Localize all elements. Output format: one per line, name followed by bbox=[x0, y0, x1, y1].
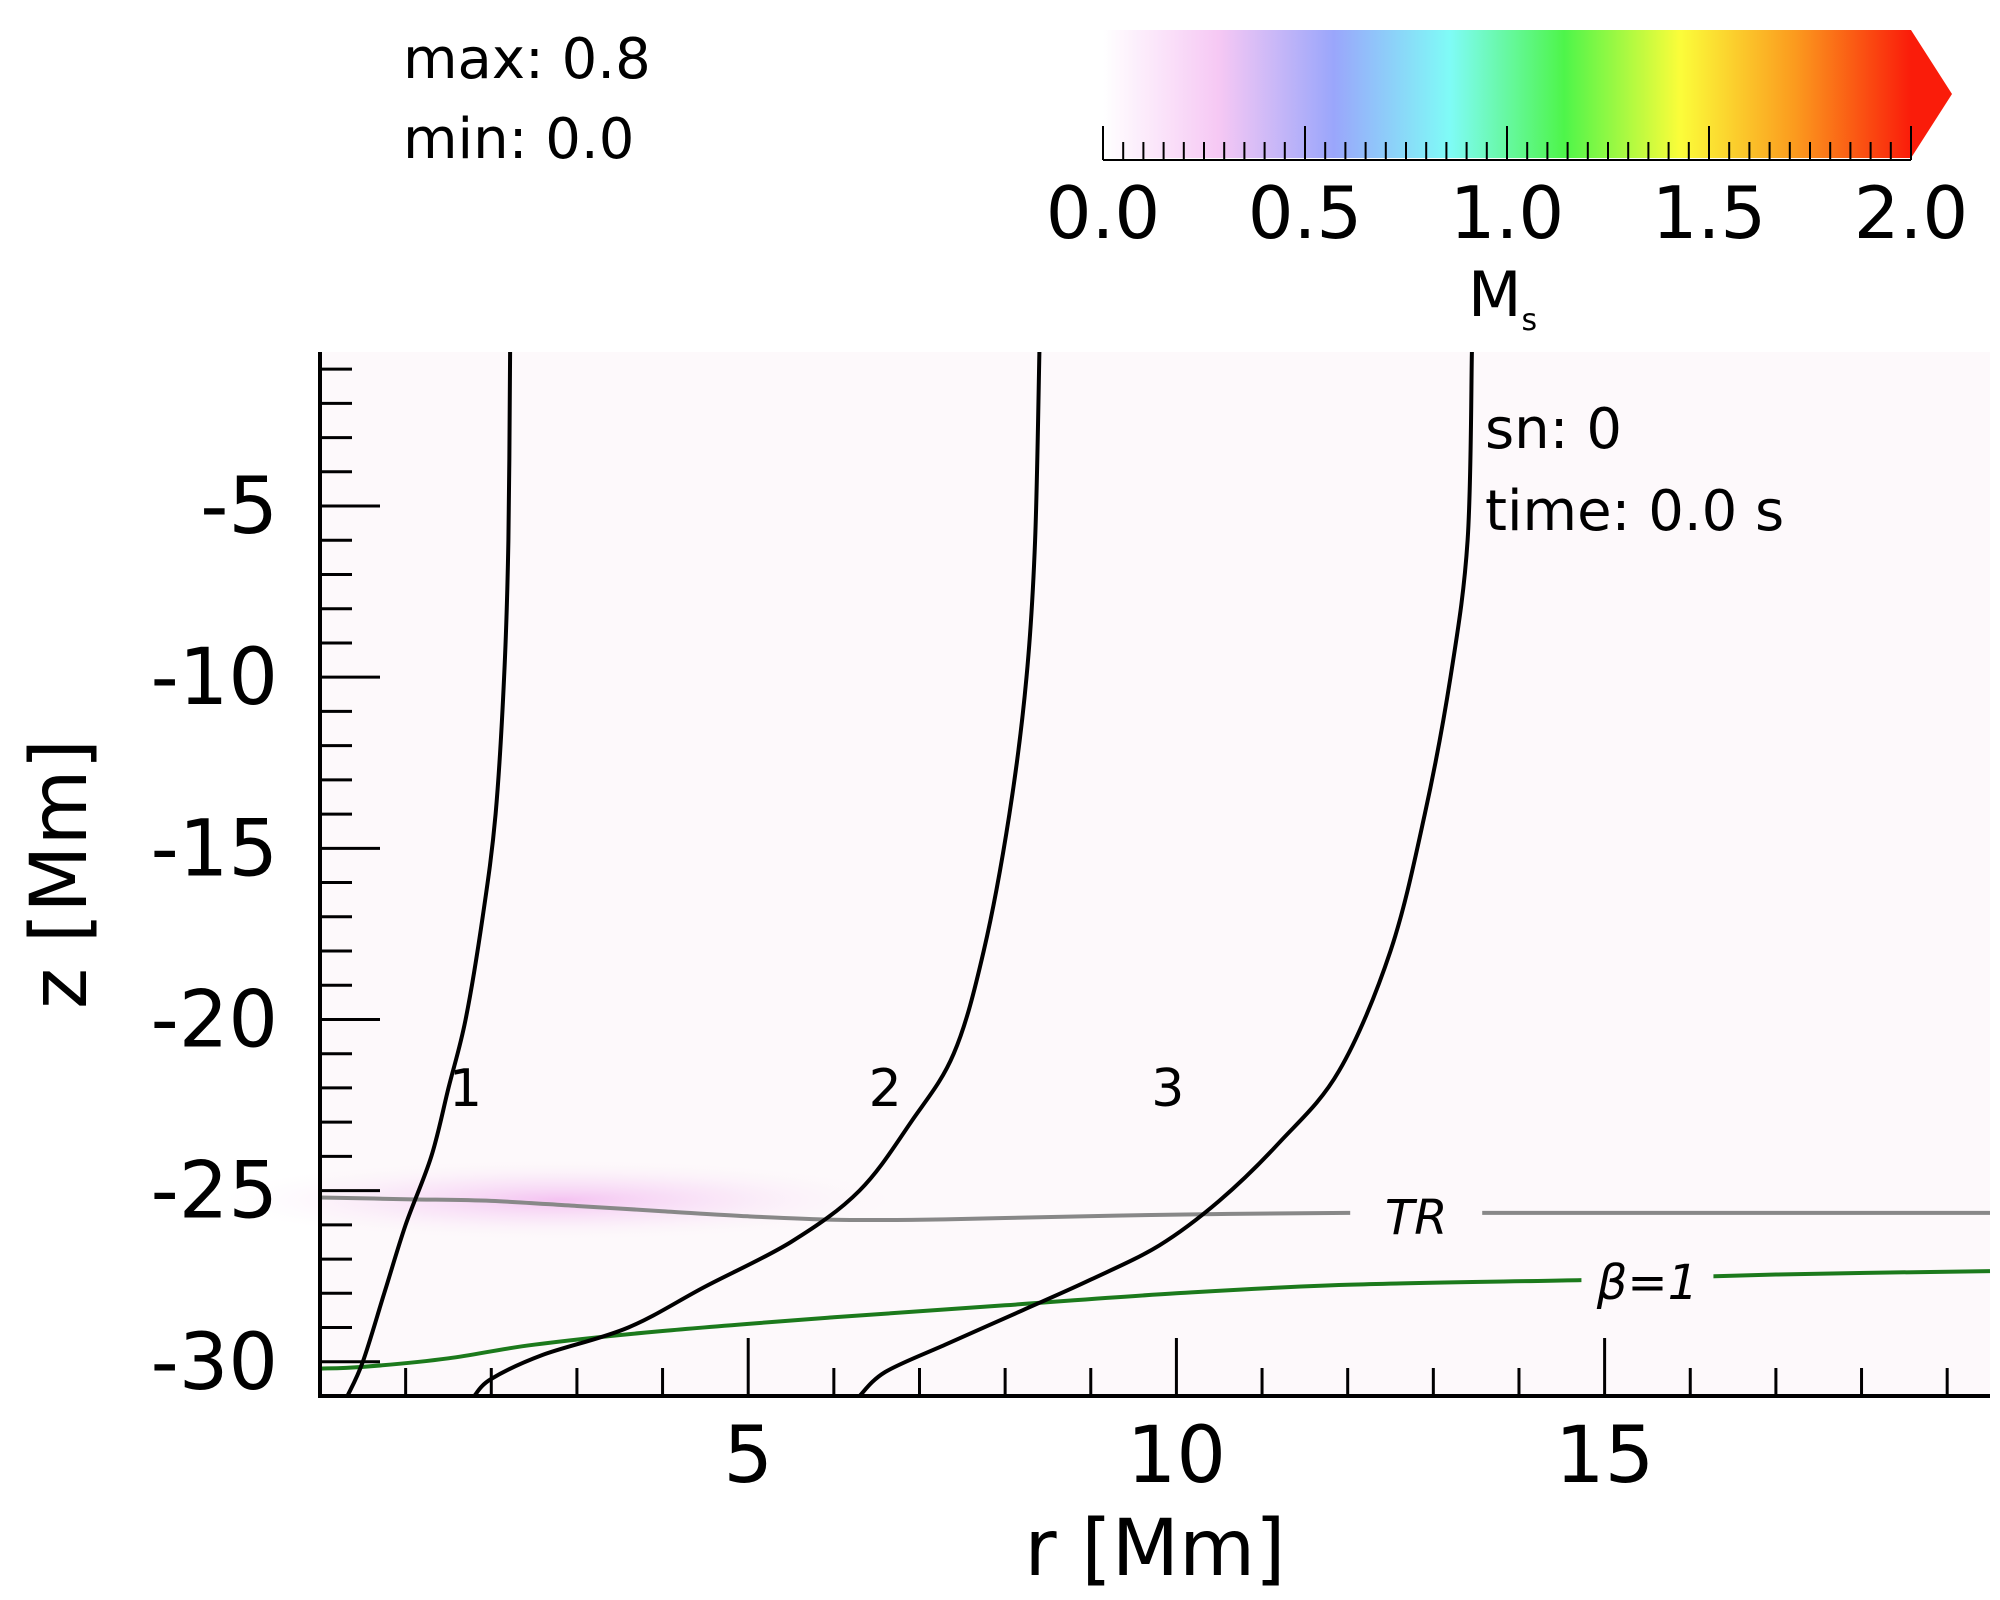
colorbar-tick-label: 1.0 bbox=[1450, 171, 1565, 255]
x-tick-label: 10 bbox=[1127, 1411, 1226, 1501]
field-line-3 bbox=[858, 351, 1474, 1398]
y-axis-ticks: -5 -10 -15 -20 -25 -30 bbox=[151, 367, 380, 1408]
contour-tr bbox=[319, 1195, 1990, 1223]
plot-area: TR β=1 1 2 3 5 10 15 -5 -10 -15 -20 -25 -30 bbox=[151, 351, 1991, 1501]
contour-label-background bbox=[1350, 1184, 1483, 1243]
colorbar-label-subscript: s bbox=[1522, 303, 1538, 338]
x-tick-label: 5 bbox=[723, 1411, 773, 1501]
field-line-label-2: 2 bbox=[869, 1059, 902, 1119]
field-line-2 bbox=[472, 351, 1042, 1398]
y-tick-label: -15 bbox=[151, 804, 278, 894]
x-axis-ticks: 5 10 15 bbox=[404, 1338, 1949, 1501]
colorbar-tick-label: 0.0 bbox=[1046, 171, 1161, 255]
colorbar-label-main: M bbox=[1468, 258, 1522, 331]
y-axis-label: z [Mm] bbox=[15, 739, 105, 1009]
contour-label-beta-1: β=1 bbox=[1596, 1255, 1698, 1311]
field-line-1 bbox=[345, 351, 513, 1397]
contour-lines: TR β=1 bbox=[319, 1184, 1991, 1371]
colorbar-tick-label: 0.5 bbox=[1248, 171, 1363, 255]
colorbar-extend-arrow bbox=[1911, 30, 1952, 158]
colorbar-tick-label: 2.0 bbox=[1854, 171, 1969, 255]
colorbar: 0.0 0.5 1.0 1.5 2.0 Ms bbox=[1046, 30, 1969, 338]
y-tick-label: -20 bbox=[151, 975, 278, 1065]
colorbar-tick-labels: 0.0 0.5 1.0 1.5 2.0 bbox=[1046, 171, 1969, 255]
colorbar-label: Ms bbox=[1468, 258, 1537, 338]
contour-label-tr: TR bbox=[1385, 1190, 1448, 1246]
x-axis-label: r [Mm] bbox=[1024, 1504, 1285, 1594]
field-lines: 1 2 3 bbox=[345, 351, 1474, 1398]
min-label: min: 0.0 bbox=[403, 107, 634, 172]
y-tick-label: -10 bbox=[151, 633, 278, 723]
y-tick-label: -30 bbox=[151, 1318, 278, 1408]
field-line-label-1: 1 bbox=[449, 1059, 482, 1119]
x-tick-label: 15 bbox=[1555, 1411, 1654, 1501]
field-line-label-3: 3 bbox=[1151, 1059, 1184, 1119]
max-label: max: 0.8 bbox=[403, 27, 651, 92]
sn-label: sn: 0 bbox=[1485, 397, 1622, 462]
time-label: time: 0.0 s bbox=[1485, 479, 1784, 544]
colorbar-tick-label: 1.5 bbox=[1652, 171, 1767, 255]
y-tick-label: -5 bbox=[200, 462, 278, 552]
mach-number-highlight bbox=[220, 1160, 900, 1240]
y-tick-label: -25 bbox=[151, 1147, 278, 1237]
contour-label-background bbox=[1581, 1249, 1714, 1308]
colorbar-ticks bbox=[1102, 126, 1912, 161]
